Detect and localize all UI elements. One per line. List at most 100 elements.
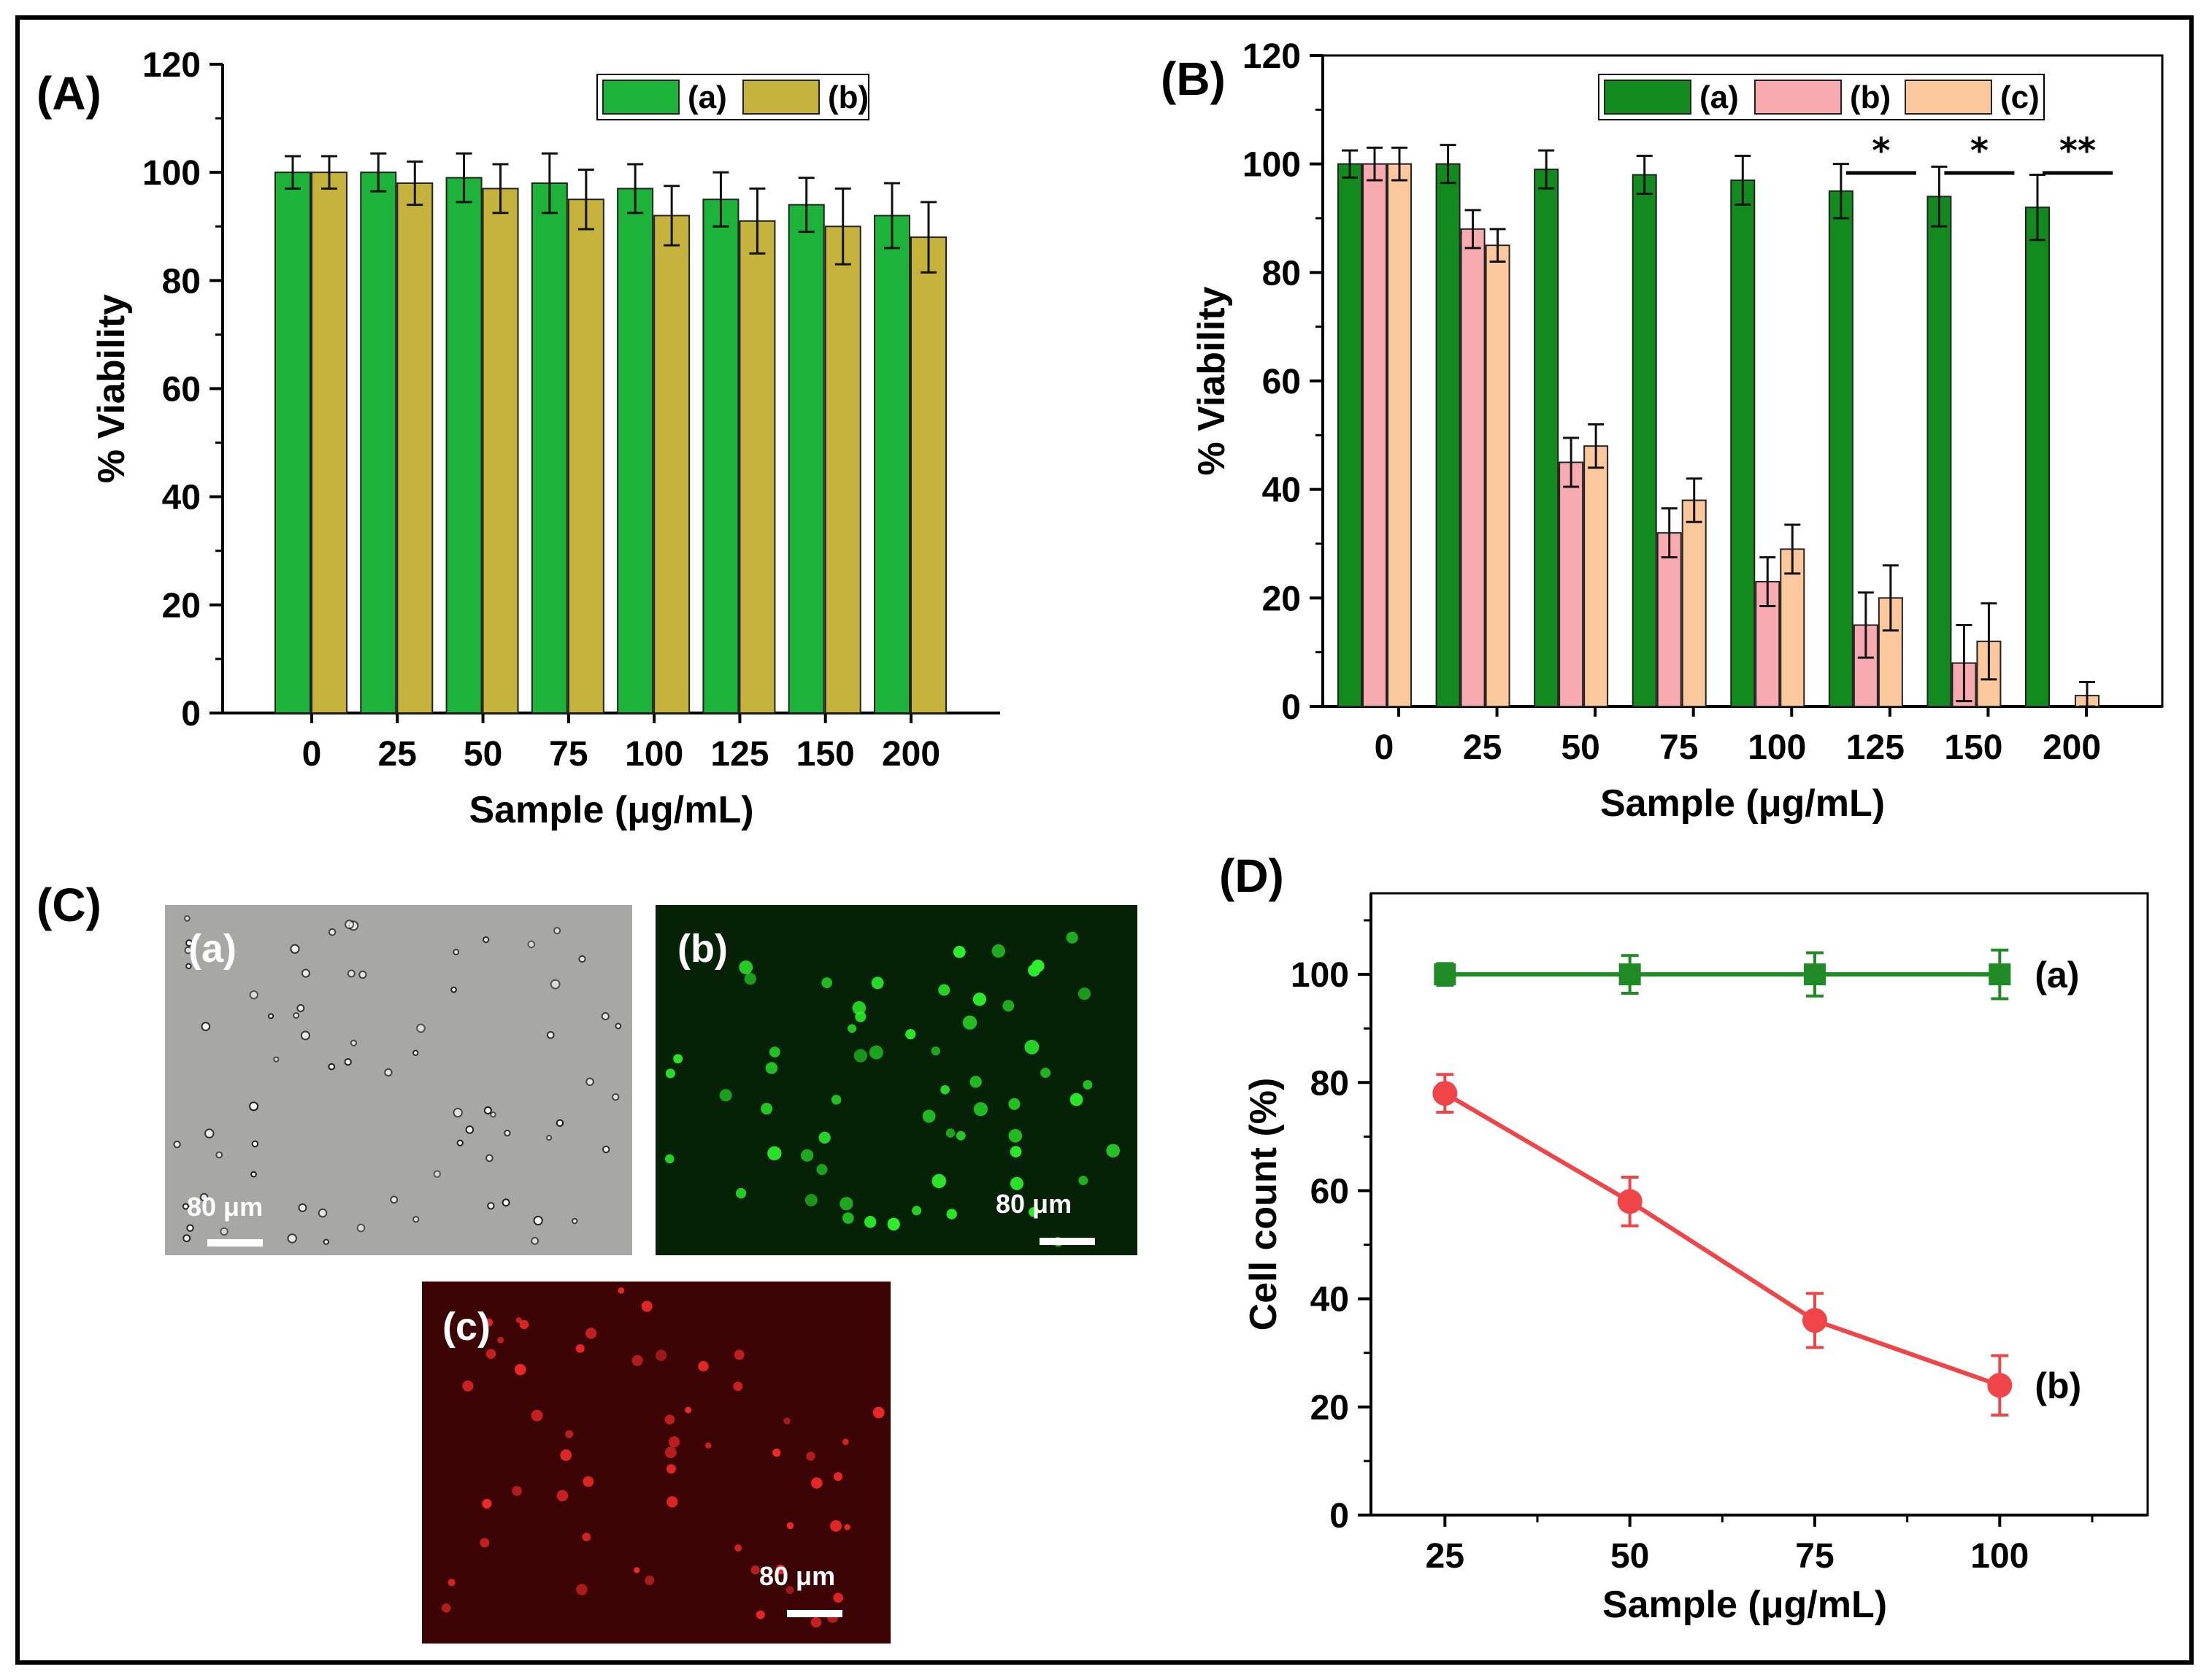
cell [345, 920, 355, 930]
bar [1460, 228, 1486, 708]
cell [215, 1151, 223, 1159]
bar [482, 188, 519, 714]
y-tick-label: 100 [142, 154, 201, 193]
scale-bar-b [1040, 1238, 1095, 1245]
cell [816, 1163, 828, 1176]
x-tick-label: 100 [625, 735, 683, 774]
bar [617, 188, 654, 714]
cell [497, 1336, 504, 1344]
cell [550, 979, 561, 990]
cell [834, 1472, 843, 1481]
micrograph-panel-c: (a) 80 μm (b) 80 μm (c) 80 μm [165, 905, 1137, 1644]
cell [482, 1498, 492, 1509]
bar [1485, 244, 1510, 707]
bar [567, 199, 604, 714]
cell [872, 1406, 885, 1419]
cell [585, 1077, 594, 1087]
cell [991, 944, 1006, 958]
cell [515, 1317, 522, 1323]
x-tick-label: 25 [378, 735, 417, 774]
cells-brightfield [173, 915, 622, 1245]
cell [665, 1068, 676, 1079]
cell [704, 1442, 712, 1449]
bar [531, 182, 568, 714]
cell [585, 1328, 597, 1339]
cell [1029, 1207, 1039, 1217]
cell [249, 990, 259, 1000]
cell [453, 1107, 463, 1118]
cell [750, 1565, 760, 1575]
scale-bar-a [207, 1239, 263, 1246]
cell [818, 1131, 831, 1144]
cell [483, 936, 490, 944]
cell [447, 1579, 456, 1587]
cell [572, 1217, 578, 1225]
data-point [1804, 963, 1826, 986]
y-tick-label: 60 [1262, 363, 1301, 401]
cell [1040, 1068, 1051, 1079]
y-tick-label: 40 [1262, 471, 1301, 510]
cell [666, 1464, 676, 1474]
cell [801, 1149, 814, 1162]
cell [298, 1203, 307, 1212]
cell [602, 1145, 610, 1154]
bar [396, 182, 434, 714]
x-tick-label: 50 [1561, 728, 1599, 767]
cell [922, 1109, 936, 1123]
bar [1534, 169, 1559, 708]
cell [844, 1524, 850, 1530]
x-tick-label: 25 [1426, 1537, 1464, 1576]
micrograph-brightfield [165, 905, 632, 1255]
significance-mark: ** [2059, 131, 2096, 172]
series-line [1443, 1091, 2001, 1388]
series-end-label: (a) [2035, 955, 2079, 995]
cell [772, 1448, 781, 1457]
cell [251, 1140, 259, 1148]
x-tick-label: 75 [1659, 728, 1698, 767]
cell [946, 1209, 957, 1219]
cell [301, 968, 310, 978]
micrograph-label-b: (b) [677, 927, 728, 971]
y-axis-title: % Viability [1191, 286, 1233, 475]
cell [1069, 1093, 1083, 1106]
cell [1083, 1079, 1093, 1090]
cell [575, 1344, 585, 1353]
y-tick-label: 60 [1310, 1172, 1349, 1211]
legend-swatch [1604, 80, 1691, 115]
cell [204, 1128, 215, 1138]
cell [775, 1564, 785, 1575]
x-tick-label: 50 [464, 735, 502, 774]
cell [183, 915, 191, 922]
cell [250, 1171, 257, 1178]
cell [864, 1216, 877, 1228]
y-tick-label: 20 [162, 587, 201, 625]
cell [962, 1015, 977, 1030]
x-tick-label: 75 [549, 735, 588, 774]
cell [756, 1610, 765, 1619]
cell [931, 1174, 947, 1189]
cell [416, 1023, 426, 1033]
chart-panel-a: 0 20 40 60 80 100 120 0 25 50 75 100 125 150 200 Sample… [91, 46, 1000, 831]
significance-mark: * [1970, 131, 1989, 172]
data-point [1618, 963, 1641, 986]
cell [719, 1089, 732, 1102]
y-tick-label: 40 [1310, 1281, 1349, 1319]
cell [734, 1544, 742, 1552]
cell [664, 1414, 675, 1425]
cell [972, 993, 986, 1006]
data-point [1432, 1081, 1458, 1106]
y-tick-label: 40 [162, 479, 201, 517]
cell [318, 1208, 328, 1218]
cell [186, 1224, 194, 1232]
bar [1780, 548, 1805, 708]
cell [761, 1103, 773, 1115]
cell [1077, 987, 1091, 1001]
cell [852, 1001, 867, 1015]
x-tick-label: 200 [2043, 728, 2101, 767]
cell [450, 986, 457, 993]
cell [328, 928, 337, 936]
cell [641, 1301, 653, 1312]
y-axis-title: % Viability [91, 294, 133, 483]
cells-green [664, 931, 1121, 1247]
y-tick-label: 0 [1329, 1497, 1349, 1535]
